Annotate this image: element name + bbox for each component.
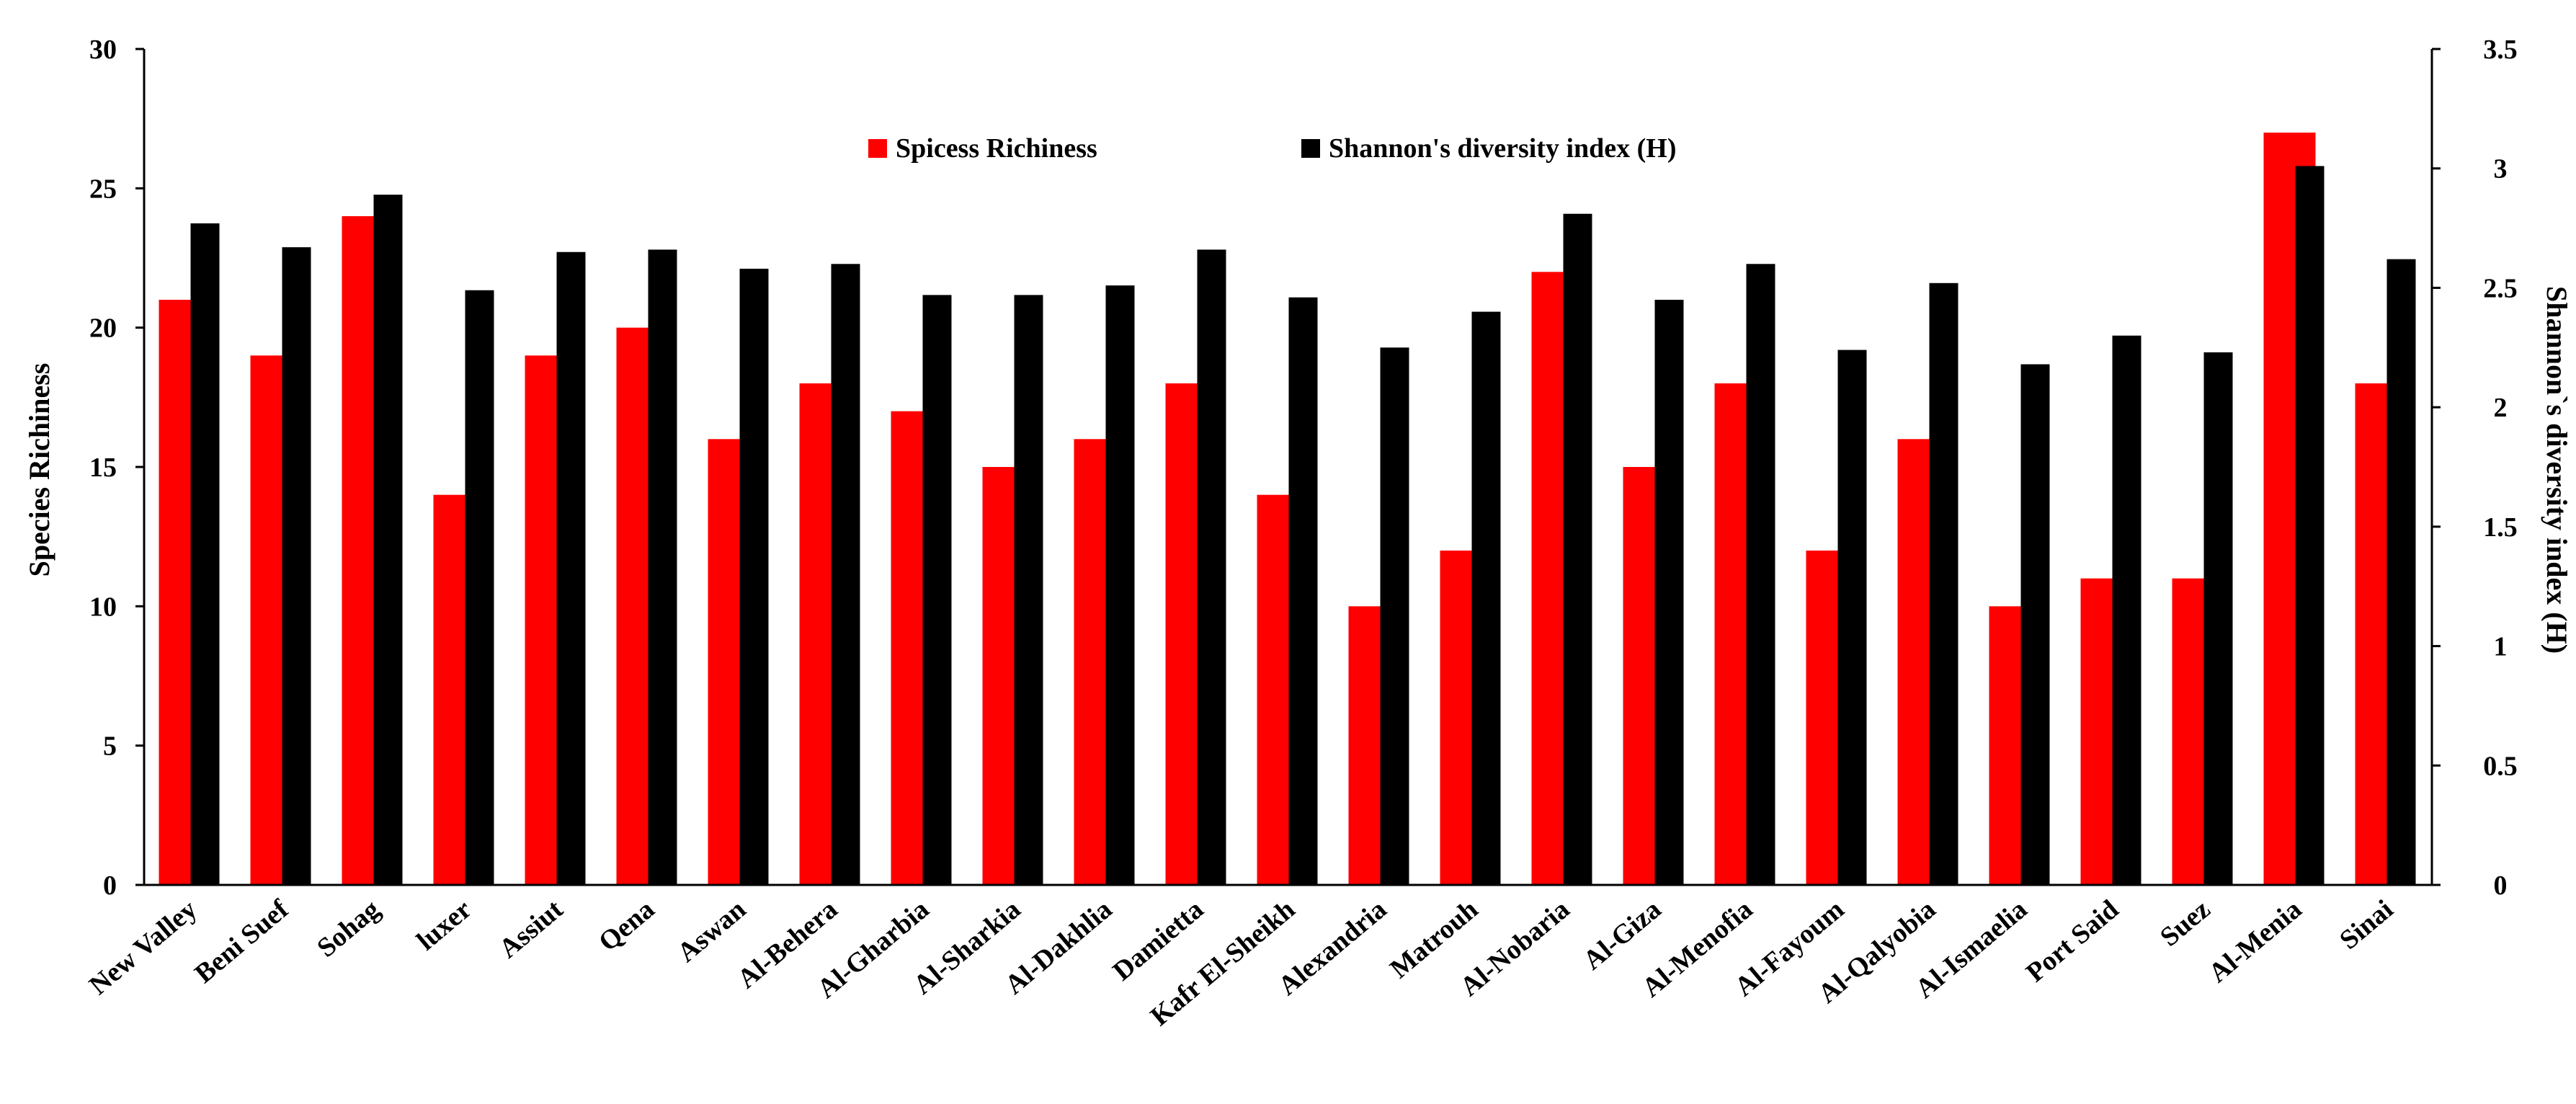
bar-shannon <box>739 268 769 885</box>
category-label: Al-Giza <box>1577 894 1667 976</box>
bar-shannon <box>556 251 586 885</box>
bar-shannon <box>922 295 952 885</box>
bar-shannon <box>1380 347 1409 885</box>
bar-shannon <box>2295 166 2325 885</box>
bar-shannon <box>1105 285 1135 886</box>
left-tick-label: 15 <box>89 453 117 483</box>
bar-shannon <box>1929 282 1958 885</box>
bar-shannon <box>1563 213 1592 886</box>
category-label: Al-Menia <box>2203 894 2307 989</box>
category-label: Assiut <box>494 894 569 965</box>
category-label: Aswan <box>672 894 752 969</box>
y-axis-title: Species Richiness <box>23 363 55 577</box>
left-tick-label: 25 <box>89 174 117 204</box>
bar-shannon <box>1471 311 1501 886</box>
category-label: Beni Suef <box>189 894 295 989</box>
left-axis-ticks: 0 5 10 15 20 25 30 <box>89 35 144 901</box>
right-tick-label: 2 <box>2494 393 2508 423</box>
category-label: Qena <box>593 894 660 958</box>
category-label: Sinai <box>2334 894 2399 956</box>
bar-shannon <box>2386 259 2416 886</box>
bar-shannon <box>2203 352 2233 885</box>
right-axis-ticks: 0 0.5 1 1.5 2 2.5 3 3.5 <box>2432 35 2518 901</box>
bar-shannon <box>373 195 403 886</box>
legend: Spicess Richiness Shannon's diversity in… <box>868 133 1677 164</box>
right-tick-label: 0 <box>2494 871 2508 901</box>
bar-shannon <box>831 264 860 885</box>
bar-shannon <box>282 247 311 886</box>
bar-shannon <box>190 223 220 885</box>
left-tick-label: 20 <box>89 313 117 344</box>
left-tick-label: 10 <box>89 592 117 622</box>
right-tick-label: 0.5 <box>2483 751 2518 781</box>
right-tick-label: 2.5 <box>2483 273 2518 303</box>
category-label: New Valley <box>84 894 202 1001</box>
legend-label-richness: Spicess Richiness <box>896 133 1097 164</box>
bar-shannon <box>1837 350 1867 886</box>
bar-shannon <box>2112 335 2142 885</box>
right-tick-label: 3.5 <box>2483 35 2518 65</box>
right-tick-label: 3 <box>2494 154 2508 184</box>
bar-shannon <box>1014 295 1043 885</box>
legend-swatch-shannon <box>1301 139 1320 158</box>
bar-shannon <box>648 249 677 885</box>
category-label: luxer <box>411 894 478 957</box>
bars-group <box>159 133 2416 886</box>
category-label: Sohag <box>311 894 385 963</box>
left-tick-label: 0 <box>103 871 117 901</box>
bar-shannon <box>1288 297 1318 886</box>
legend-swatch-richness <box>868 139 887 158</box>
bar-shannon <box>1654 300 1684 885</box>
bar-shannon <box>1197 249 1226 885</box>
right-tick-label: 1.5 <box>2483 512 2518 543</box>
bar-shannon <box>2020 364 2050 885</box>
left-tick-label: 5 <box>103 731 117 762</box>
y2-axis-title: Shannon`s diversity index (H) <box>2541 286 2573 654</box>
category-label: Port Said <box>2020 894 2124 989</box>
bar-shannon <box>465 290 494 885</box>
left-tick-label: 30 <box>89 35 117 65</box>
bar-shannon <box>1746 264 1775 885</box>
legend-label-shannon: Shannon's diversity index (H) <box>1329 133 1677 164</box>
right-tick-label: 1 <box>2494 632 2508 662</box>
category-label: Suez <box>2154 894 2216 953</box>
